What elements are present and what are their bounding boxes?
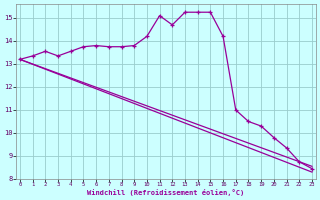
X-axis label: Windchill (Refroidissement éolien,°C): Windchill (Refroidissement éolien,°C) [87, 189, 244, 196]
